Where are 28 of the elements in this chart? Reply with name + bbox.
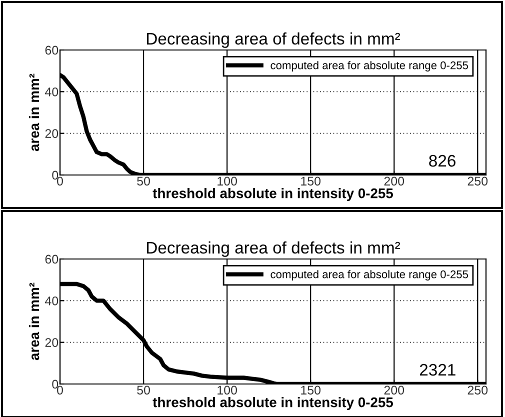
y-tick-label: 20 xyxy=(45,129,58,138)
y-tick-label: 60 xyxy=(45,254,58,264)
y-axis-title: area in mm² xyxy=(28,74,40,152)
chart-title: Decreasing area of defects in mm² xyxy=(147,241,400,257)
y-tick-label: 20 xyxy=(45,338,58,347)
x-tick-label: 100 xyxy=(218,386,237,395)
y-tick-label: 40 xyxy=(44,87,58,96)
y-tick-label: 40 xyxy=(44,296,58,306)
x-tick-label: 200 xyxy=(384,176,404,186)
y-axis-title: area in mm² xyxy=(28,282,40,360)
legend-label: computed area for absolute range 0-255 xyxy=(270,61,468,72)
y-tick-label: 0 xyxy=(52,170,58,180)
x-tick-label: 150 xyxy=(301,176,321,186)
x-tick-label: 250 xyxy=(468,176,488,186)
x-tick-label: 150 xyxy=(301,386,321,395)
x-tick-label: 200 xyxy=(384,386,404,395)
y-tick-label: 60 xyxy=(45,46,58,55)
y-tick-label: 0 xyxy=(52,380,58,389)
chart-title: Decreasing area of defects in mm² xyxy=(147,32,400,48)
x-tick-label: 100 xyxy=(218,176,237,186)
annotation: 826 xyxy=(429,154,456,167)
x-axis-title: threshold absolute in intensity 0-255 xyxy=(152,188,394,201)
x-axis-title: threshold absolute in intensity 0-255 xyxy=(152,397,394,410)
legend-label: computed area for absolute range 0-255 xyxy=(270,270,468,280)
x-tick-label: 50 xyxy=(137,176,150,186)
annotation: 2321 xyxy=(420,364,456,376)
x-tick-label: 250 xyxy=(468,386,488,395)
x-tick-label: 50 xyxy=(137,386,150,395)
